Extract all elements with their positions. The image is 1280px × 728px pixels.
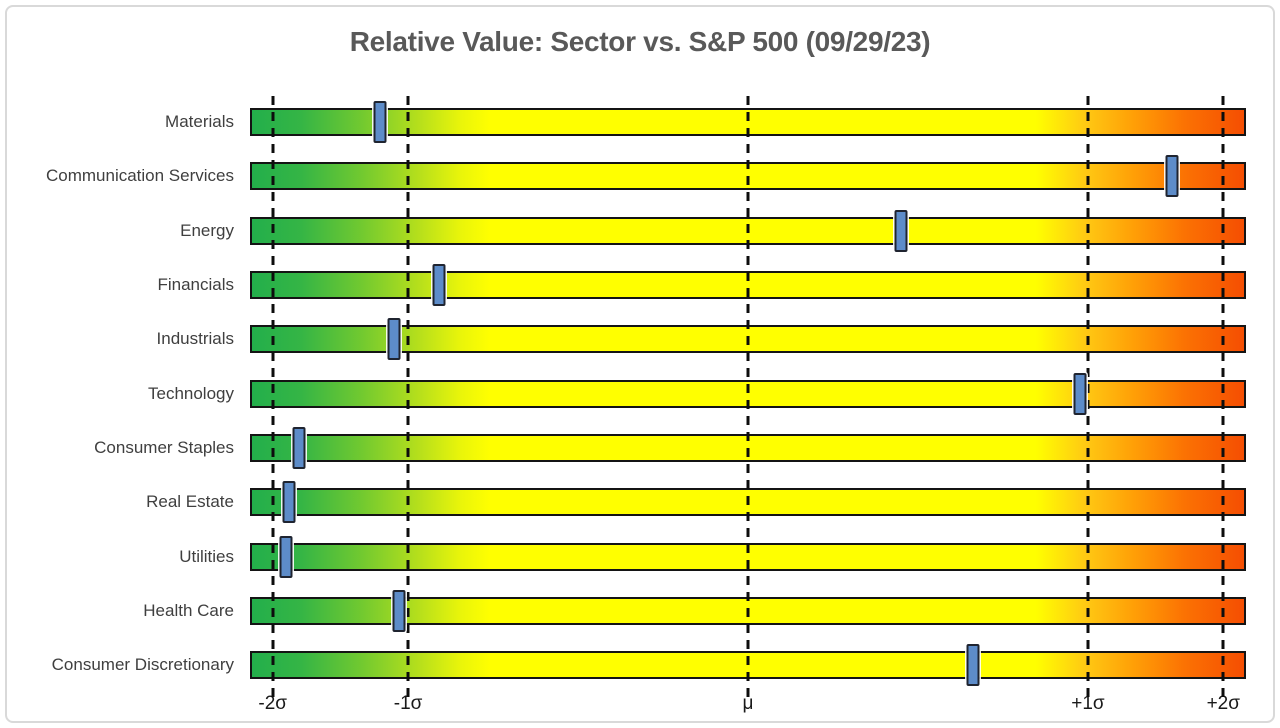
sector-gradient-bar bbox=[250, 426, 1246, 469]
z-score-marker bbox=[279, 535, 293, 578]
table-row: Utilities bbox=[8, 529, 1246, 583]
z-score-marker bbox=[387, 318, 401, 361]
x-tick-label: μ bbox=[742, 693, 754, 714]
sector-label: Health Care bbox=[143, 600, 234, 620]
z-score-marker bbox=[894, 209, 908, 252]
sector-label: Industrials bbox=[156, 329, 234, 349]
sector-gradient-bar bbox=[250, 481, 1246, 524]
table-row: Consumer Discretionary bbox=[8, 638, 1246, 692]
sector-gradient-bar bbox=[250, 589, 1246, 632]
x-tick-label: +2σ bbox=[1206, 693, 1240, 714]
table-row: Consumer Staples bbox=[8, 421, 1246, 475]
z-score-marker bbox=[282, 481, 296, 524]
sector-gradient-bar bbox=[250, 155, 1246, 198]
table-row: Real Estate bbox=[8, 475, 1246, 529]
z-score-marker bbox=[392, 589, 406, 632]
table-row: Technology bbox=[8, 366, 1246, 420]
chart-title: Relative Value: Sector vs. S&P 500 (09/2… bbox=[349, 26, 931, 57]
sector-gradient-bar bbox=[250, 209, 1246, 252]
table-row: Energy bbox=[8, 204, 1246, 258]
sector-label: Financials bbox=[157, 275, 234, 295]
sector-gradient-bar bbox=[250, 535, 1246, 578]
x-axis: -2σ -1σ μ +1σ +2σ bbox=[250, 693, 1246, 719]
x-tick-label: +1σ bbox=[1071, 693, 1105, 714]
sector-gradient-bar bbox=[250, 644, 1246, 687]
x-tick-label: -1σ bbox=[393, 693, 423, 714]
z-score-marker bbox=[373, 101, 387, 144]
z-score-marker bbox=[1073, 372, 1087, 415]
table-row: Health Care bbox=[8, 584, 1246, 638]
table-row: Materials bbox=[8, 95, 1246, 149]
sector-gradient-bar bbox=[250, 372, 1246, 415]
table-row: Communication Services bbox=[8, 149, 1246, 203]
x-tick-label: -2σ bbox=[258, 693, 288, 714]
sector-gradient-bar bbox=[250, 101, 1246, 144]
sector-gradient-bar bbox=[250, 318, 1246, 361]
z-score-marker bbox=[292, 426, 306, 469]
sector-label: Materials bbox=[165, 112, 234, 132]
sector-label: Energy bbox=[180, 220, 234, 240]
table-row: Industrials bbox=[8, 312, 1246, 366]
sector-label: Real Estate bbox=[146, 492, 234, 512]
sector-label: Consumer Staples bbox=[94, 437, 234, 457]
sector-rows: Materials Communication Services Energy Fin… bbox=[8, 95, 1246, 692]
z-score-marker bbox=[1165, 155, 1179, 198]
z-score-marker bbox=[432, 264, 446, 307]
z-score-marker bbox=[966, 644, 980, 687]
sector-label: Communication Services bbox=[45, 166, 234, 186]
sector-label: Consumer Discretionary bbox=[51, 655, 234, 675]
sector-gradient-bar bbox=[250, 264, 1246, 307]
sector-label: Utilities bbox=[179, 546, 234, 566]
sector-label: Technology bbox=[147, 383, 234, 403]
table-row: Financials bbox=[8, 258, 1246, 312]
